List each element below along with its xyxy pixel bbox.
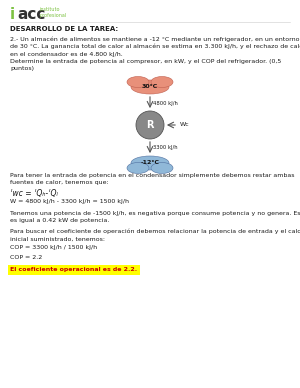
Text: -12°C: -12°C	[140, 161, 160, 166]
Ellipse shape	[151, 163, 173, 173]
Text: instituto
profesional: instituto profesional	[40, 7, 67, 18]
Circle shape	[136, 111, 164, 139]
Ellipse shape	[127, 76, 149, 88]
Text: W = 4800 kJ/h - 3300 kJ/h = 1500 kJ/h: W = 4800 kJ/h - 3300 kJ/h = 1500 kJ/h	[10, 199, 129, 204]
Text: i: i	[10, 7, 15, 22]
Text: Wᴄ: Wᴄ	[180, 123, 190, 128]
Text: 2.- Un almacén de alimentos se mantiene a -12 °C mediante un refrigerador, en un: 2.- Un almacén de alimentos se mantiene …	[10, 36, 300, 71]
Text: 3300 kJ/h: 3300 kJ/h	[153, 144, 178, 149]
Ellipse shape	[151, 76, 173, 88]
Ellipse shape	[131, 156, 169, 170]
Text: El coeficiente operacional es de 2.2.: El coeficiente operacional es de 2.2.	[10, 267, 137, 272]
Text: COP = 2.2: COP = 2.2	[10, 255, 42, 260]
Text: 30°C: 30°C	[142, 85, 158, 90]
Ellipse shape	[127, 163, 149, 173]
Text: Tenemos una potencia de -1500 kJ/h, es negativa porque consume potencia y no gen: Tenemos una potencia de -1500 kJ/h, es n…	[10, 211, 300, 223]
Text: 4800 kJ/h: 4800 kJ/h	[153, 100, 178, 106]
Text: acc: acc	[17, 7, 45, 22]
Text: ʿwᴄ = ʿQₕ-ʿQₗ: ʿwᴄ = ʿQₕ-ʿQₗ	[10, 189, 58, 198]
Text: COP = 3300 kJ/h / 1500 kJ/h: COP = 3300 kJ/h / 1500 kJ/h	[10, 245, 97, 250]
Ellipse shape	[131, 80, 169, 94]
Text: DESARROLLO DE LA TAREA:: DESARROLLO DE LA TAREA:	[10, 26, 118, 32]
Text: R: R	[146, 120, 154, 130]
Text: Para buscar el coeficiente de operación debemos relacionar la potencia de entrad: Para buscar el coeficiente de operación …	[10, 229, 300, 242]
Text: Para tener la entrada de potencia en el condensador simplemente debemos restar a: Para tener la entrada de potencia en el …	[10, 173, 295, 185]
